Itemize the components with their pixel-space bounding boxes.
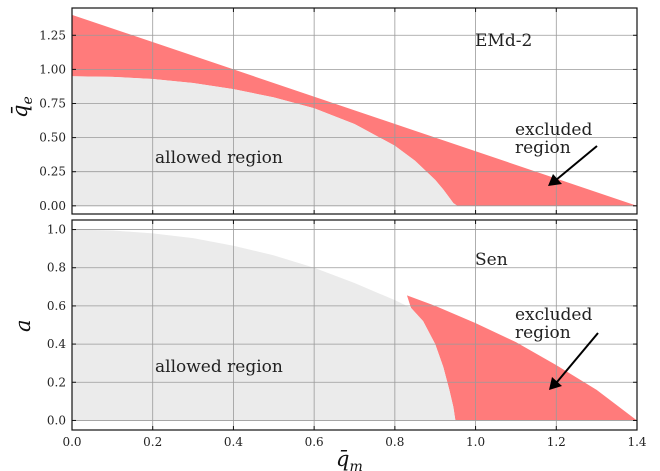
top-panel-label: EMd-2 <box>475 31 532 51</box>
bottom-excluded-label-line2: region <box>515 323 571 343</box>
bottom-excluded-region <box>406 295 637 421</box>
top-ytick-label: 1.00 <box>39 62 66 76</box>
top-allowed-region <box>72 76 458 206</box>
bottom-ytick-label: 0.8 <box>47 261 66 275</box>
bottom-panel-label: Sen <box>475 250 508 270</box>
bottom-xtick-label: 1.4 <box>627 435 646 449</box>
bottom-panel: 0.0 0.2 0.4 0.6 0.8 1.0 0.0 0.2 0.4 0.6 0.8 1.0 1.2 1… <box>11 219 647 471</box>
bottom-x-axis-label: q̄m <box>336 447 363 471</box>
bottom-xtick-label: 1.2 <box>547 435 566 449</box>
top-frame <box>71 7 638 215</box>
bottom-arrow <box>549 332 599 390</box>
bottom-ytick-label: 0.2 <box>47 375 66 389</box>
top-ytick-label: 1.25 <box>39 28 66 42</box>
bottom-xtick-label: 0.6 <box>305 435 324 449</box>
bottom-excluded-label-line1: excluded <box>515 305 592 325</box>
bottom-xtick-label: 0.2 <box>143 435 162 449</box>
top-arrow <box>548 145 598 186</box>
top-ytick-label: 0.00 <box>39 199 66 213</box>
top-ytick-label: 0.25 <box>39 165 66 179</box>
bottom-xtick-label: 0.8 <box>385 435 404 449</box>
top-ytick-label: 0.50 <box>39 131 66 145</box>
bottom-frame <box>71 219 638 431</box>
bottom-xtick-label: 0.4 <box>224 435 243 449</box>
bottom-ytick-label: 0.4 <box>47 337 66 351</box>
top-excluded-label-line2: region <box>515 138 571 158</box>
top-panel: 0.00 0.25 0.50 0.75 1.00 1.25 EMd-2 allowed r… <box>8 7 638 215</box>
top-allowed-region-label: allowed region <box>155 148 283 168</box>
top-y-axis-label: q̄e <box>8 96 36 118</box>
bottom-ytick-label: 0.0 <box>47 413 66 427</box>
bottom-allowed-region <box>72 229 456 421</box>
top-excluded-label-line1: excluded <box>515 120 592 140</box>
top-excluded-region <box>72 14 637 206</box>
bottom-allowed-region-label: allowed region <box>155 357 283 377</box>
bottom-xtick-label: 0.0 <box>62 435 81 449</box>
bottom-ytick-label: 1.0 <box>47 223 66 237</box>
bottom-ytick-label: 0.6 <box>47 299 66 313</box>
bottom-y-axis-label: a <box>11 319 35 332</box>
bottom-xtick-label: 1.0 <box>466 435 485 449</box>
top-ytick-label: 0.75 <box>39 96 66 110</box>
